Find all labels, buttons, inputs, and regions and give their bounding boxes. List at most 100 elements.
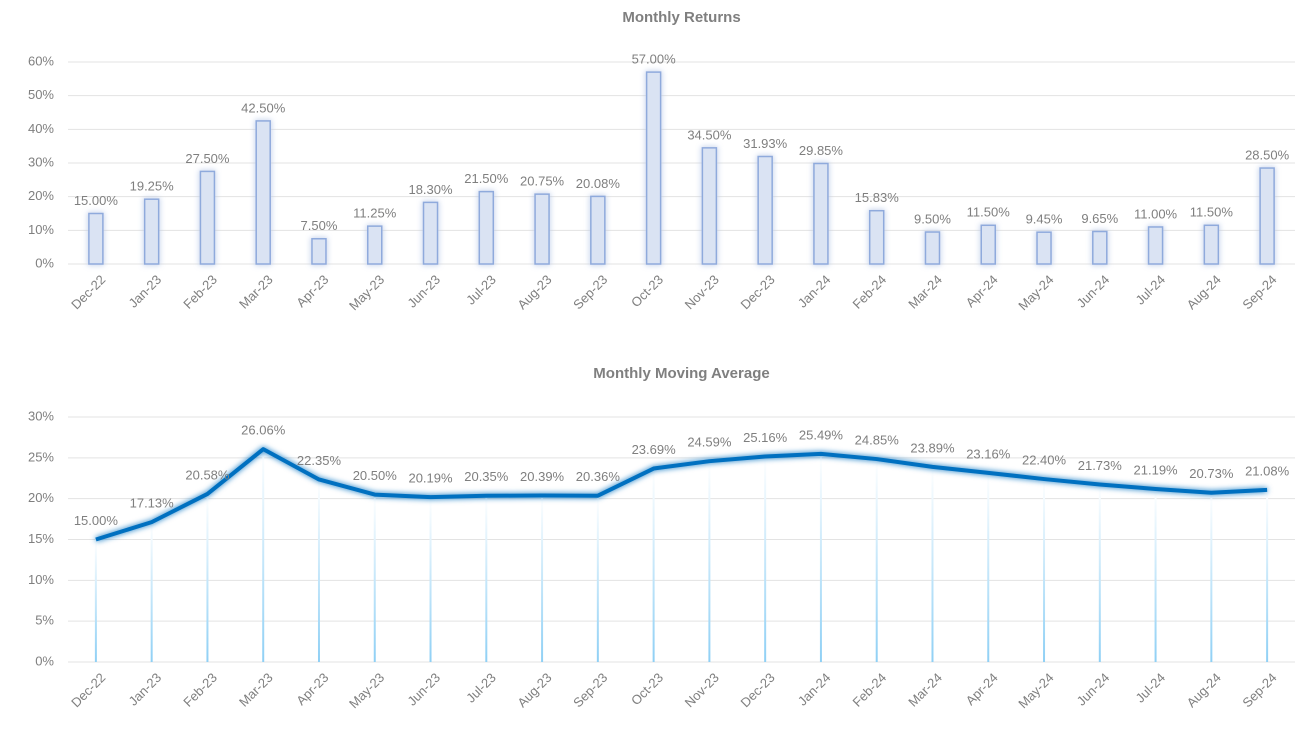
chart-title: Monthly Returns [622, 9, 740, 26]
x-tick-label: Jun-23 [404, 272, 443, 311]
x-tick-label: Dec-23 [737, 670, 777, 710]
data-label: 11.50% [967, 205, 1011, 220]
x-tick-label: Dec-22 [68, 670, 108, 710]
y-tick-label: 20% [28, 188, 54, 203]
bar [1037, 232, 1051, 264]
x-tick-label: Aug-23 [514, 670, 554, 710]
data-label: 22.40% [1022, 453, 1067, 468]
bar [925, 232, 939, 264]
data-label: 20.50% [353, 468, 398, 483]
x-tick-label: Aug-24 [1184, 272, 1224, 312]
y-tick-label: 30% [28, 408, 54, 423]
bar [1149, 227, 1163, 264]
data-label: 15.00% [74, 513, 119, 528]
x-tick-label: Nov-23 [682, 272, 722, 312]
data-label: 15.83% [855, 190, 900, 205]
x-tick-label: Mar-23 [236, 272, 276, 312]
data-label: 24.85% [855, 432, 900, 447]
data-label: 25.49% [799, 427, 844, 442]
bar [1093, 232, 1107, 264]
x-tick-label: Feb-23 [180, 670, 220, 710]
x-tick-label: Sep-24 [1239, 272, 1279, 312]
data-label: 20.58% [185, 467, 230, 482]
x-tick-label: Aug-23 [514, 272, 554, 312]
y-tick-label: 10% [28, 572, 54, 587]
x-tick-label: Jul-23 [463, 670, 499, 706]
data-label: 25.16% [743, 430, 788, 445]
bar [758, 157, 772, 264]
data-label: 26.06% [241, 423, 286, 438]
data-label: 15.00% [74, 193, 119, 208]
data-label: 9.45% [1026, 212, 1063, 227]
data-label: 20.73% [1189, 466, 1234, 481]
page: {"chart_data": [ {"type": "bar", "title"… [0, 0, 1315, 736]
bar [591, 196, 605, 264]
x-tick-label: Jun-24 [1074, 670, 1113, 709]
bar [368, 226, 382, 264]
y-tick-label: 50% [28, 87, 54, 102]
data-label: 19.25% [130, 179, 175, 194]
x-tick-label: Jul-24 [1132, 670, 1168, 706]
x-tick-label: Oct-23 [628, 670, 666, 708]
bar [1204, 225, 1218, 264]
bar [647, 72, 661, 264]
x-tick-label: Feb-24 [850, 670, 890, 710]
x-tick-label: Mar-23 [236, 670, 276, 710]
bar [89, 214, 103, 265]
x-tick-label: May-24 [1015, 670, 1056, 711]
data-label: 29.85% [799, 143, 844, 158]
chart: Monthly Returns0%10%20%30%40%50%60%Dec-2… [0, 0, 1315, 736]
data-label: 20.19% [408, 471, 453, 486]
y-tick-label: 25% [28, 449, 54, 464]
data-label: 11.25% [353, 206, 397, 221]
data-label: 27.50% [185, 151, 230, 166]
chart-title: Monthly Moving Average [593, 365, 769, 382]
x-tick-label: Nov-23 [682, 670, 722, 710]
bar [200, 171, 214, 264]
data-label: 21.08% [1245, 463, 1290, 478]
y-tick-label: 40% [28, 121, 54, 136]
bar [535, 194, 549, 264]
x-tick-label: Jun-23 [404, 670, 443, 709]
x-tick-label: Jan-24 [795, 670, 834, 709]
bar [312, 239, 326, 264]
y-tick-label: 20% [28, 490, 54, 505]
y-tick-label: 10% [28, 222, 54, 237]
data-label: 20.08% [576, 176, 621, 191]
x-tick-label: Apr-23 [293, 272, 331, 310]
data-label: 11.50% [1190, 205, 1234, 220]
x-tick-label: Sep-24 [1239, 670, 1279, 710]
data-label: 21.73% [1078, 458, 1123, 473]
x-tick-label: Feb-23 [180, 272, 220, 312]
data-label: 20.39% [520, 469, 565, 484]
x-tick-label: Aug-24 [1184, 670, 1224, 710]
bar [814, 164, 828, 264]
data-label: 34.50% [687, 127, 732, 142]
data-label: 23.89% [910, 440, 955, 455]
data-label: 17.13% [130, 496, 175, 511]
data-label: 11.00% [1134, 206, 1178, 221]
bar [1260, 168, 1274, 264]
bar [424, 202, 438, 264]
y-tick-label: 30% [28, 154, 54, 169]
x-tick-label: Apr-24 [963, 670, 1001, 708]
x-tick-label: Dec-23 [737, 272, 777, 312]
data-label: 9.50% [914, 211, 951, 226]
x-tick-label: May-23 [346, 272, 387, 313]
x-tick-label: Apr-23 [293, 670, 331, 708]
data-label: 7.50% [301, 218, 338, 233]
x-tick-label: Dec-22 [68, 272, 108, 312]
data-label: 21.19% [1134, 462, 1179, 477]
bar [870, 211, 884, 264]
y-tick-label: 0% [35, 255, 54, 270]
data-label: 20.75% [520, 174, 565, 189]
data-label: 31.93% [743, 136, 788, 151]
bar [981, 225, 995, 264]
data-label: 23.16% [966, 446, 1011, 461]
data-label: 20.35% [464, 469, 509, 484]
y-tick-label: 5% [35, 613, 54, 628]
x-tick-label: Jan-23 [125, 272, 164, 311]
data-label: 57.00% [632, 52, 677, 67]
x-tick-label: Jan-24 [795, 272, 834, 311]
data-label: 28.50% [1245, 147, 1290, 162]
